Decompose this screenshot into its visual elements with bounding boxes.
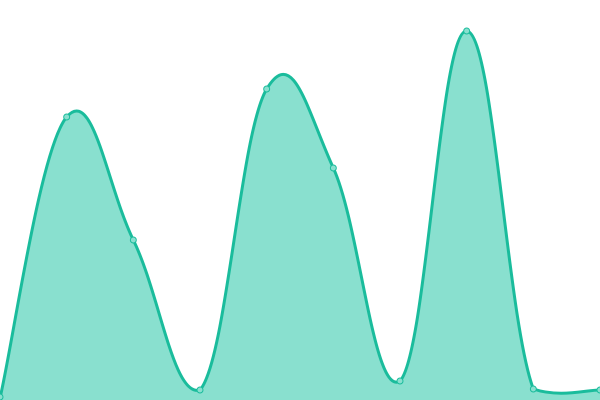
data-point [263,85,271,93]
data-point [63,113,71,121]
data-point [529,385,537,393]
data-point [0,393,4,400]
data-point [463,27,471,35]
data-point [596,386,600,394]
data-point [129,236,137,244]
data-point [329,164,337,172]
data-point [396,377,404,385]
data-point [196,386,204,394]
series-line [0,29,600,399]
area-fill [0,30,600,400]
markers [0,27,600,400]
